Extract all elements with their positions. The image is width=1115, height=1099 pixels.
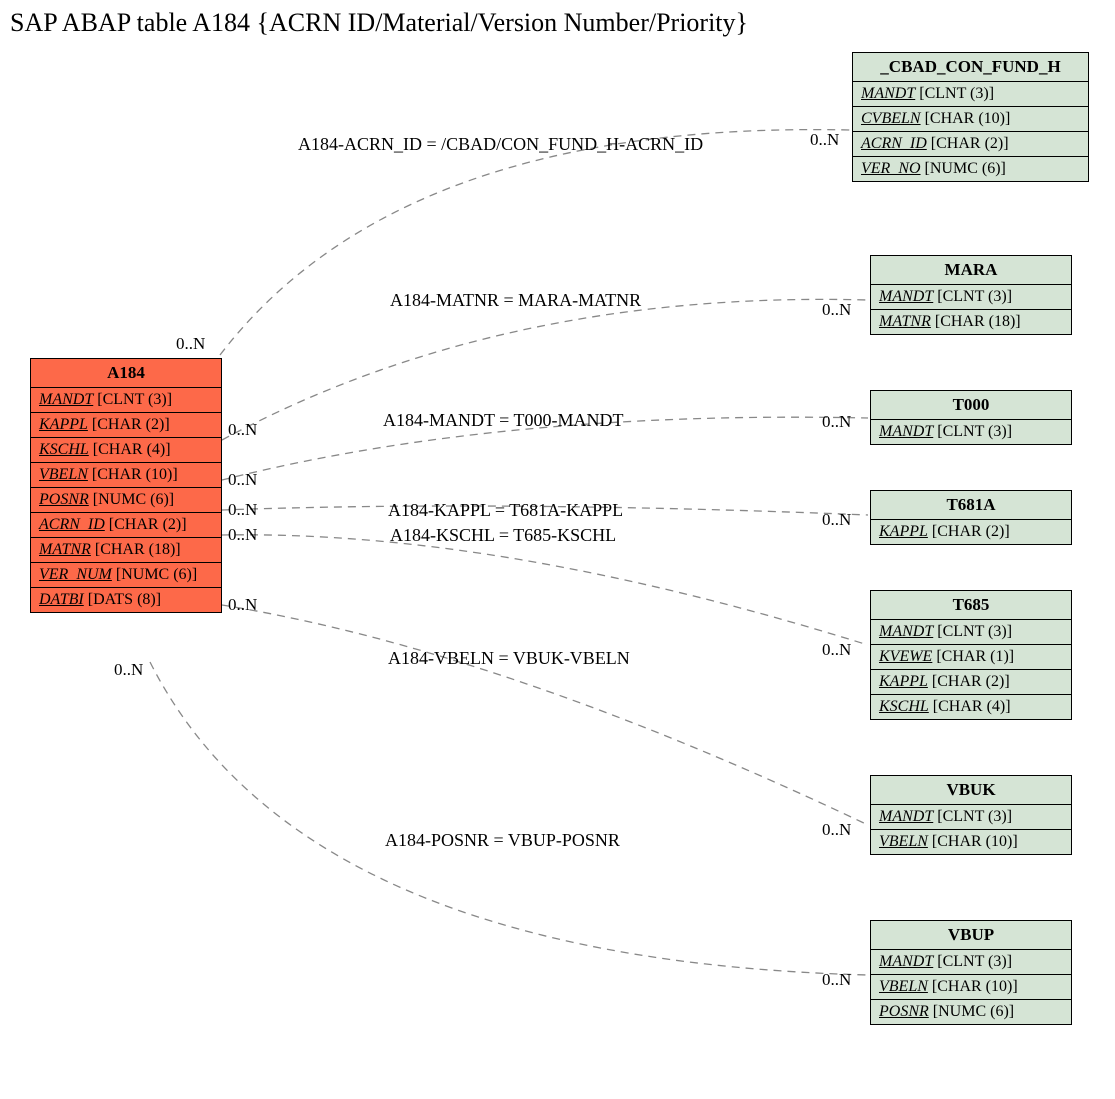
entity-field: MATNR [CHAR (18)] — [871, 310, 1071, 334]
entity-field: VBELN [CHAR (10)] — [871, 975, 1071, 1000]
entity-field: POSNR [NUMC (6)] — [871, 1000, 1071, 1024]
cardinality-dst: 0..N — [822, 640, 851, 660]
entity-vbup: VBUPMANDT [CLNT (3)]VBELN [CHAR (10)]POS… — [870, 920, 1072, 1025]
entity-header: _CBAD_CON_FUND_H — [853, 53, 1088, 82]
entity-field: MANDT [CLNT (3)] — [871, 285, 1071, 310]
edge-6 — [150, 662, 868, 975]
edge-4 — [222, 535, 868, 645]
relation-label: A184-POSNR = VBUP-POSNR — [385, 830, 620, 851]
entity-field: KAPPL [CHAR (2)] — [871, 670, 1071, 695]
entity-field: CVBELN [CHAR (10)] — [853, 107, 1088, 132]
cardinality-dst: 0..N — [822, 412, 851, 432]
entity-header: A184 — [31, 359, 221, 388]
entity-field: ACRN_ID [CHAR (2)] — [31, 513, 221, 538]
entity-field: POSNR [NUMC (6)] — [31, 488, 221, 513]
cardinality-dst: 0..N — [822, 300, 851, 320]
entity-field: MANDT [CLNT (3)] — [871, 620, 1071, 645]
cardinality-src: 0..N — [114, 660, 143, 680]
relation-label: A184-KAPPL = T681A-KAPPL — [388, 500, 623, 521]
entity-field: MANDT [CLNT (3)] — [871, 420, 1071, 444]
relation-label: A184-KSCHL = T685-KSCHL — [390, 525, 616, 546]
relation-label: A184-ACRN_ID = /CBAD/CON_FUND_H-ACRN_ID — [298, 134, 703, 155]
entity-header: MARA — [871, 256, 1071, 285]
entity-vbuk: VBUKMANDT [CLNT (3)]VBELN [CHAR (10)] — [870, 775, 1072, 855]
entity-field: MANDT [CLNT (3)] — [871, 805, 1071, 830]
cardinality-src: 0..N — [228, 500, 257, 520]
cardinality-src: 0..N — [176, 334, 205, 354]
cardinality-src: 0..N — [228, 420, 257, 440]
entity-header: T685 — [871, 591, 1071, 620]
edge-5 — [222, 605, 868, 825]
entity-field: DATBI [DATS (8)] — [31, 588, 221, 612]
entity-t681a: T681AKAPPL [CHAR (2)] — [870, 490, 1072, 545]
entity-field: MANDT [CLNT (3)] — [853, 82, 1088, 107]
entity-field: MATNR [CHAR (18)] — [31, 538, 221, 563]
entity-header: VBUP — [871, 921, 1071, 950]
cardinality-src: 0..N — [228, 595, 257, 615]
entity-a184: A184MANDT [CLNT (3)]KAPPL [CHAR (2)]KSCH… — [30, 358, 222, 613]
diagram-title: SAP ABAP table A184 {ACRN ID/Material/Ve… — [10, 8, 748, 38]
entity-field: KSCHL [CHAR (4)] — [31, 438, 221, 463]
relation-label: A184-VBELN = VBUK-VBELN — [388, 648, 630, 669]
entity-field: MANDT [CLNT (3)] — [31, 388, 221, 413]
edge-0 — [220, 130, 850, 355]
cardinality-src: 0..N — [228, 525, 257, 545]
entity-header: T681A — [871, 491, 1071, 520]
cardinality-dst: 0..N — [822, 820, 851, 840]
entity-t000: T000MANDT [CLNT (3)] — [870, 390, 1072, 445]
cardinality-dst: 0..N — [810, 130, 839, 150]
entity-field: KVEWE [CHAR (1)] — [871, 645, 1071, 670]
entity-field: KAPPL [CHAR (2)] — [871, 520, 1071, 544]
entity-cbad: _CBAD_CON_FUND_HMANDT [CLNT (3)]CVBELN [… — [852, 52, 1089, 182]
entity-field: KSCHL [CHAR (4)] — [871, 695, 1071, 719]
entity-field: KAPPL [CHAR (2)] — [31, 413, 221, 438]
entity-field: VER_NO [NUMC (6)] — [853, 157, 1088, 181]
cardinality-dst: 0..N — [822, 510, 851, 530]
relation-label: A184-MANDT = T000-MANDT — [383, 410, 623, 431]
entity-mara: MARAMANDT [CLNT (3)]MATNR [CHAR (18)] — [870, 255, 1072, 335]
entity-header: VBUK — [871, 776, 1071, 805]
entity-field: VER_NUM [NUMC (6)] — [31, 563, 221, 588]
entity-field: ACRN_ID [CHAR (2)] — [853, 132, 1088, 157]
entity-header: T000 — [871, 391, 1071, 420]
cardinality-src: 0..N — [228, 470, 257, 490]
entity-t685: T685MANDT [CLNT (3)]KVEWE [CHAR (1)]KAPP… — [870, 590, 1072, 720]
entity-field: VBELN [CHAR (10)] — [31, 463, 221, 488]
cardinality-dst: 0..N — [822, 970, 851, 990]
relation-label: A184-MATNR = MARA-MATNR — [390, 290, 641, 311]
entity-field: MANDT [CLNT (3)] — [871, 950, 1071, 975]
entity-field: VBELN [CHAR (10)] — [871, 830, 1071, 854]
